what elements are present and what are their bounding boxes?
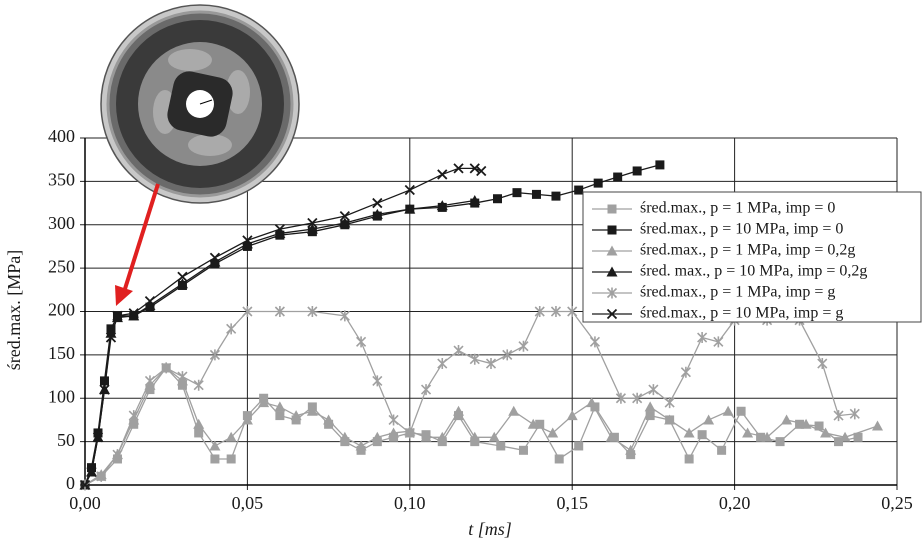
- marker: [178, 371, 187, 382]
- x-tick-label: 0,00: [69, 493, 101, 513]
- x-axis-label: t [ms]: [468, 519, 512, 539]
- marker: [210, 454, 219, 463]
- marker: [698, 430, 707, 439]
- y-tick-label: 400: [48, 126, 75, 146]
- marker: [574, 441, 583, 450]
- marker: [684, 427, 695, 437]
- x-tick-label: 0,15: [556, 493, 588, 513]
- marker: [655, 160, 664, 169]
- x-tick-label: 0,20: [719, 493, 751, 513]
- legend-label: śred.max., p = 10 MPa, imp = g: [640, 305, 843, 322]
- marker: [608, 226, 617, 235]
- y-tick-label: 150: [48, 343, 75, 363]
- marker: [594, 179, 603, 188]
- chart: 0 50 100 150 200 250 300 350 400 0,00 0,05 0,10 0,15…: [0, 0, 923, 546]
- marker: [373, 199, 382, 208]
- marker: [275, 411, 284, 420]
- y-tick-label: 0: [66, 473, 75, 493]
- marker: [532, 190, 541, 199]
- inset-image: [101, 5, 299, 203]
- marker: [422, 384, 431, 395]
- marker: [551, 192, 560, 201]
- marker: [373, 375, 382, 386]
- y-tick-label: 250: [48, 256, 75, 276]
- y-tick-label: 200: [48, 300, 75, 320]
- marker: [714, 336, 723, 347]
- marker: [681, 367, 690, 378]
- marker: [776, 437, 785, 446]
- marker: [194, 428, 203, 437]
- marker: [519, 446, 528, 455]
- arrow: [115, 184, 158, 306]
- marker: [453, 406, 464, 416]
- x-tick-label: 0,10: [394, 493, 426, 513]
- x-tick-label: 0,05: [232, 493, 264, 513]
- marker: [519, 341, 528, 352]
- marker: [508, 406, 519, 416]
- series-line: [85, 200, 475, 485]
- marker: [645, 401, 656, 411]
- marker: [194, 380, 203, 391]
- marker: [129, 410, 138, 421]
- marker: [723, 406, 734, 416]
- marker: [781, 414, 792, 424]
- marker: [703, 414, 714, 424]
- marker: [633, 166, 642, 175]
- marker: [145, 375, 154, 386]
- legend-label: śred.max., p = 1 MPa, imp = 0: [640, 200, 835, 217]
- y-tick-label: 350: [48, 170, 75, 190]
- y-axis-label: śred.max. [MPa]: [4, 250, 24, 370]
- marker: [717, 446, 726, 455]
- marker: [665, 397, 674, 408]
- marker: [496, 441, 505, 450]
- marker: [737, 407, 746, 416]
- x-tick-label: 0,25: [881, 493, 913, 513]
- marker: [872, 421, 883, 431]
- marker: [512, 188, 521, 197]
- legend-label: śred. max., p = 10 MPa, imp = 0,2g: [640, 263, 867, 280]
- marker: [454, 345, 463, 356]
- marker: [470, 354, 479, 365]
- marker: [227, 323, 236, 334]
- marker: [590, 336, 599, 347]
- marker: [574, 186, 583, 195]
- marker: [649, 384, 658, 395]
- marker: [698, 332, 707, 343]
- marker: [227, 454, 236, 463]
- legend-label: śred.max., p = 10 MPa, imp = 0: [640, 221, 843, 238]
- y-tick-label: 50: [57, 430, 75, 450]
- legend-label: śred.max., p = 1 MPa, imp = g: [640, 284, 835, 301]
- marker: [555, 454, 564, 463]
- marker: [685, 454, 694, 463]
- marker: [357, 336, 366, 347]
- marker: [438, 170, 447, 179]
- marker: [608, 205, 617, 214]
- series-line: [85, 165, 660, 485]
- legend-label: śred.max., p = 1 MPa, imp = 0,2g: [640, 242, 855, 259]
- marker: [818, 358, 827, 369]
- marker: [389, 414, 398, 425]
- y-tick-label: 100: [48, 386, 75, 406]
- marker: [438, 358, 447, 369]
- marker: [613, 173, 622, 182]
- series-line: [85, 368, 878, 485]
- legend: śred.max., p = 1 MPa, imp = 0 śred.max., …: [583, 192, 921, 322]
- marker: [487, 358, 496, 369]
- marker: [567, 410, 578, 420]
- marker: [493, 194, 502, 203]
- y-tick-label: 300: [48, 213, 75, 233]
